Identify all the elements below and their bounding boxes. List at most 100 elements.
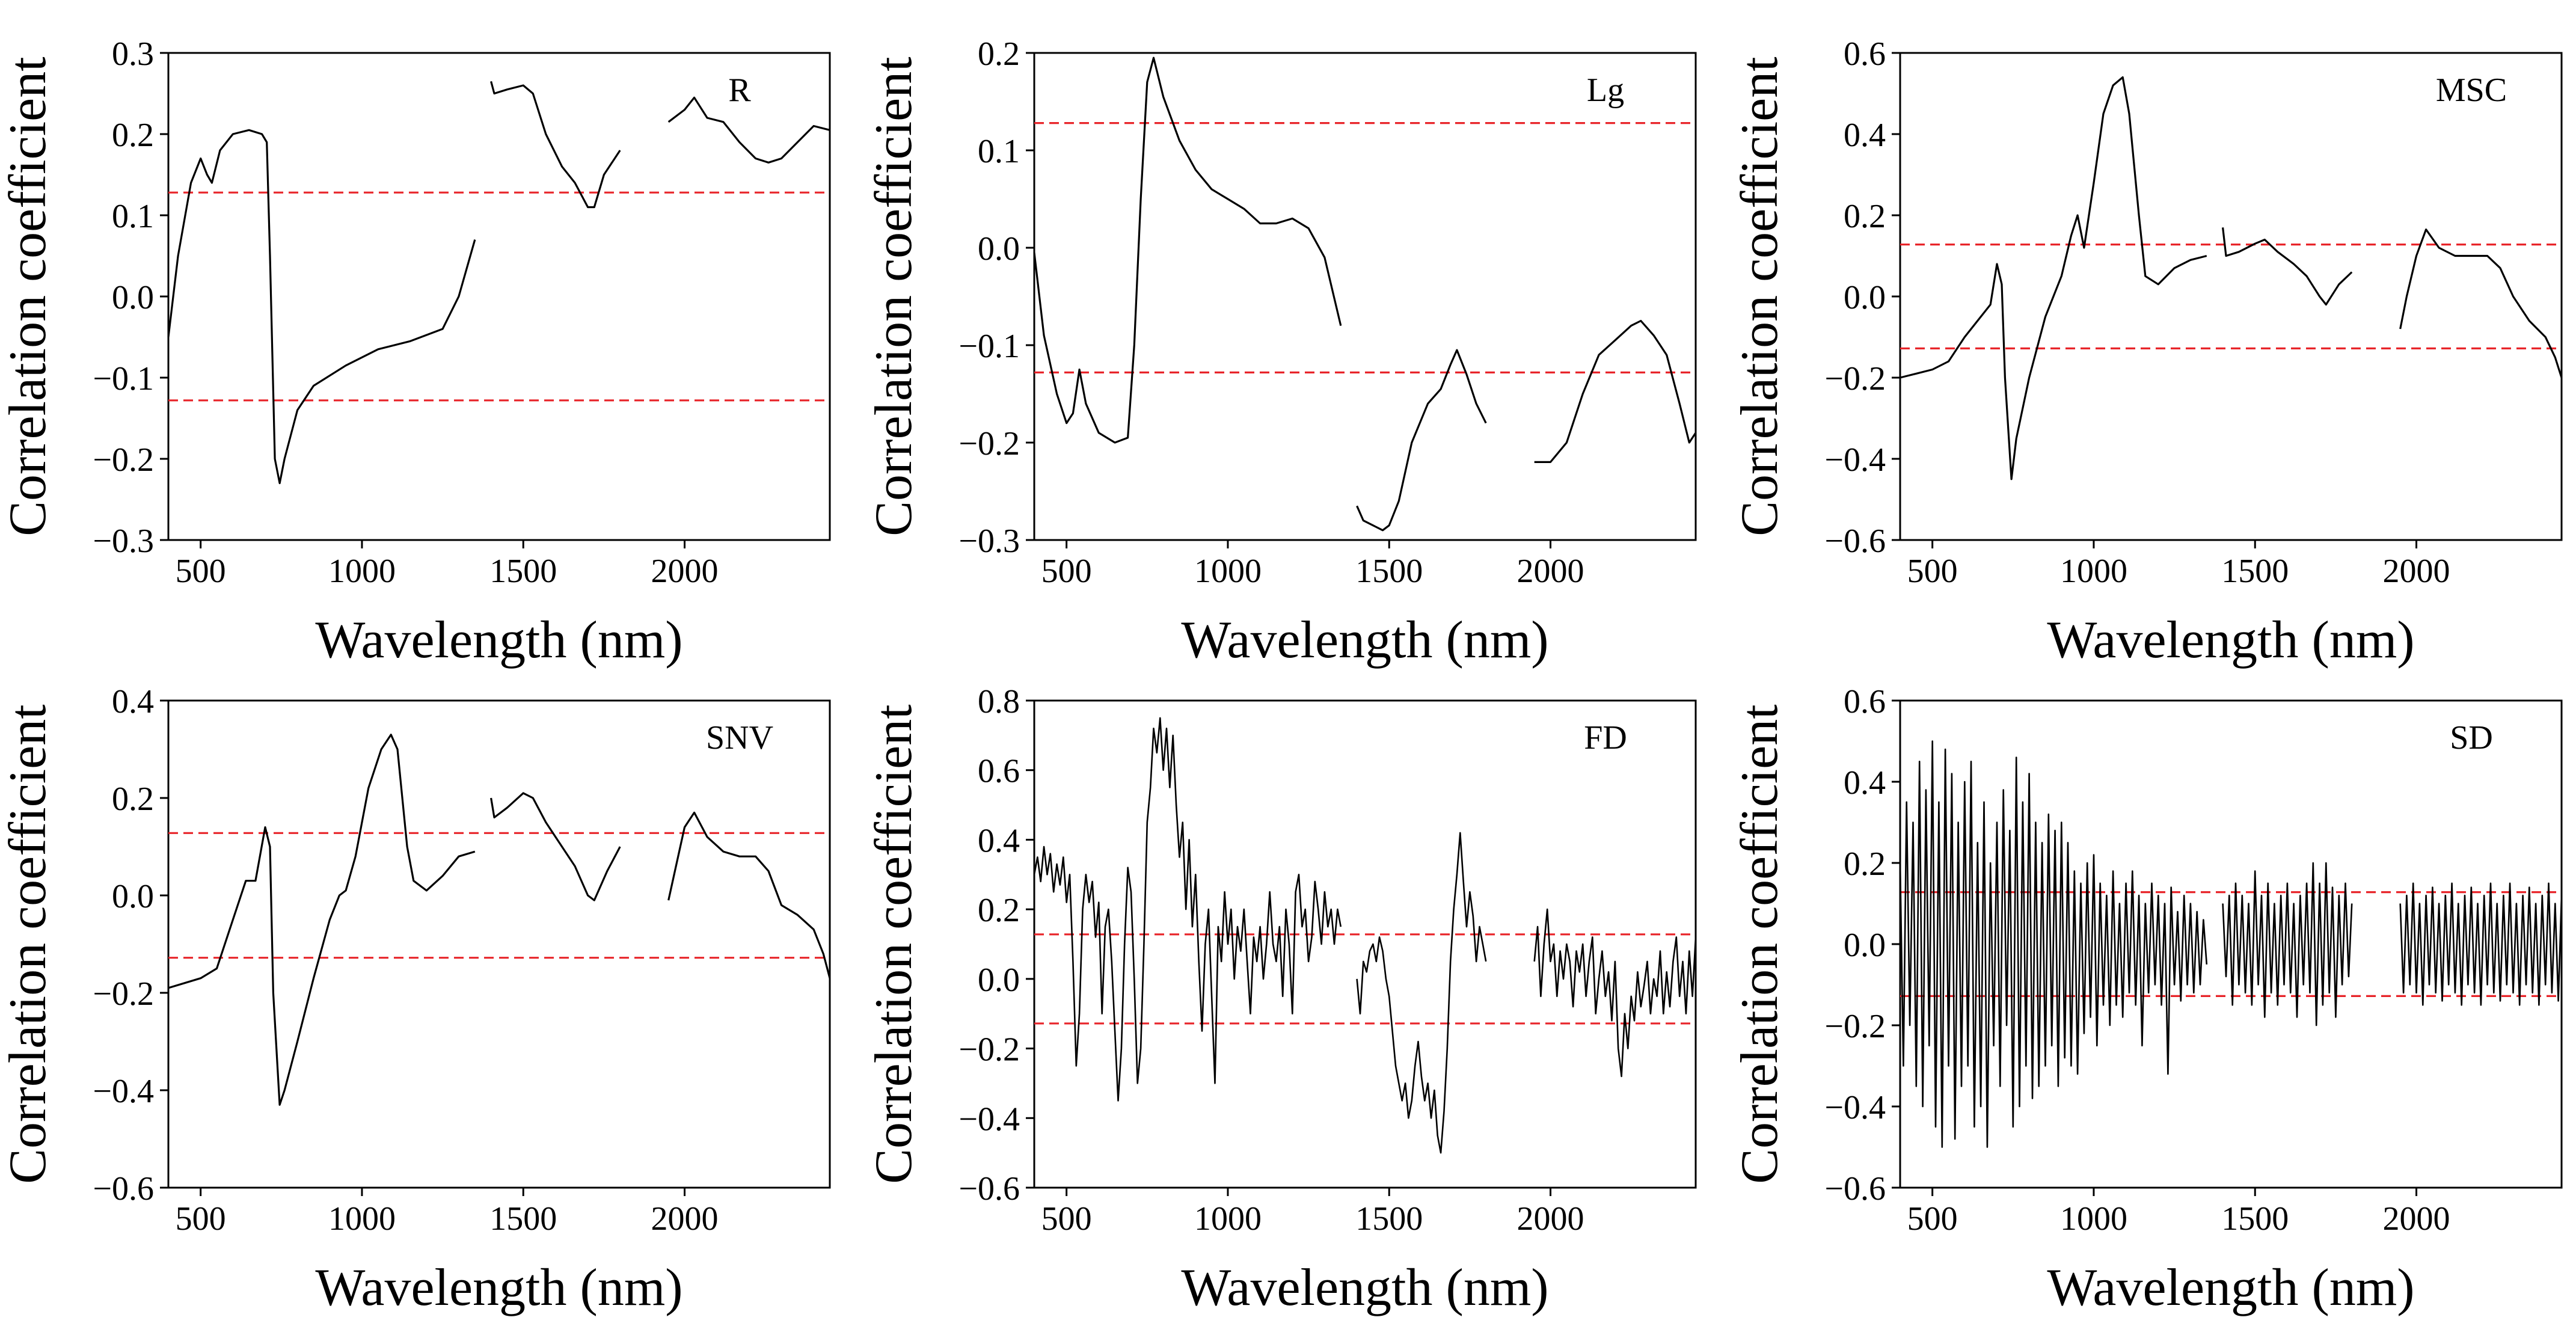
x-axis-label: Wavelength (nm) <box>1181 611 1548 669</box>
series-segment-1 <box>1033 57 1342 444</box>
panel-label: SD <box>2450 719 2493 756</box>
y-tick-label: 0.8 <box>978 683 1020 720</box>
panel-label: MSC <box>2436 72 2507 109</box>
x-tick-label: 2000 <box>651 553 719 590</box>
y-axis-label: Correlation coefficient <box>0 704 57 1183</box>
y-tick-label: 0.1 <box>112 198 154 235</box>
y-axis-label: Correlation coefficient <box>865 704 923 1183</box>
x-axis-label: Wavelength (nm) <box>315 611 682 669</box>
y-tick-label: 0.3 <box>112 35 154 73</box>
y-tick-label: 0.2 <box>978 892 1020 929</box>
y-tick-label: −0.6 <box>958 1170 1020 1208</box>
panel-FD: −0.6 −0.4 −0.2 0.0 0.2 0.4 0.6 0.8 500 1000 1500 20… <box>865 683 1697 1317</box>
y-tick-label: −0.2 <box>93 975 154 1013</box>
plot-frame <box>167 699 831 1189</box>
y-tick-label: 0.6 <box>978 753 1020 790</box>
x-tick-label: 1500 <box>489 553 557 590</box>
x-axis-label: Wavelength (nm) <box>1181 1259 1548 1317</box>
y-tick-label: −0.2 <box>1824 360 1886 397</box>
x-tick-label: 1500 <box>2221 553 2289 590</box>
series-segment-3 <box>1533 908 1697 1078</box>
y-axis-label: Correlation coefficient <box>0 57 57 536</box>
y-tick-label: −0.3 <box>93 523 154 560</box>
y-tick-label: 0.2 <box>1844 198 1886 235</box>
y-tick-label: 0.2 <box>1844 845 1886 883</box>
plot-frame <box>167 52 831 541</box>
series-segment-1 <box>167 129 476 485</box>
x-axis-label: Wavelength (nm) <box>2047 611 2414 669</box>
x-tick-label: 500 <box>176 553 226 590</box>
series-segment-1 <box>1899 740 2208 1148</box>
y-tick-label: 0.0 <box>112 279 154 316</box>
series-segment-3 <box>667 811 831 979</box>
series-segment-1 <box>1033 717 1342 1102</box>
x-tick-label: 1500 <box>489 1200 557 1238</box>
y-tick-label: 0.0 <box>978 230 1020 268</box>
series-segment-2 <box>2222 227 2353 306</box>
x-tick-label: 2000 <box>2383 1200 2450 1238</box>
x-axis-label: Wavelength (nm) <box>315 1259 682 1317</box>
y-tick-label: −0.3 <box>958 523 1020 560</box>
x-tick-label: 500 <box>1041 1200 1092 1238</box>
x-axis-label: Wavelength (nm) <box>2047 1259 2414 1317</box>
x-tick-label: 1000 <box>328 1200 396 1238</box>
series-segment-1 <box>168 734 476 1106</box>
x-tick-label: 1500 <box>1355 1200 1423 1238</box>
x-tick-label: 500 <box>1907 553 1958 590</box>
y-tick-label: −0.2 <box>1824 1008 1886 1045</box>
panel-Lg: −0.3 −0.2 −0.1 0.0 0.1 0.2 500 1000 1500 2000 Wave… <box>865 35 1697 669</box>
y-tick-label: 0.1 <box>978 133 1020 170</box>
y-tick-label: −0.2 <box>93 441 154 479</box>
x-tick-label: 1000 <box>2060 1200 2127 1238</box>
y-tick-label: 0.2 <box>112 117 154 154</box>
x-tick-label: 2000 <box>651 1200 719 1238</box>
y-tick-label: 0.4 <box>978 822 1020 859</box>
panel-SD: −0.6 −0.4 −0.2 0.0 0.2 0.4 0.6 500 1000 1500 2000 W… <box>1731 683 2563 1317</box>
series-segment-1 <box>1900 76 2207 480</box>
y-tick-label: 0.2 <box>978 35 1020 73</box>
y-tick-label: −0.2 <box>958 425 1020 462</box>
y-tick-label: 0.0 <box>978 962 1020 999</box>
y-tick-label: −0.4 <box>1824 441 1886 479</box>
y-axis-label: Correlation coefficient <box>865 57 923 536</box>
y-axis-label: Correlation coefficient <box>1731 704 1789 1183</box>
series-segment-2 <box>1356 349 1487 532</box>
panel-label: SNV <box>706 719 773 756</box>
y-axis-label: Correlation coefficient <box>1731 57 1789 536</box>
series-segment-3 <box>2399 229 2563 378</box>
series-segment-2 <box>2222 862 2353 1026</box>
x-tick-label: 2000 <box>1517 1200 1584 1238</box>
panel-label: Lg <box>1587 72 1624 109</box>
series-segment-2 <box>490 792 621 901</box>
y-tick-label: −0.2 <box>958 1031 1020 1069</box>
y-tick-label: 0.4 <box>1844 117 1886 154</box>
panel-SNV: −0.6 −0.4 −0.2 0.0 0.2 0.4 500 1000 1500 2000 Wave… <box>0 683 831 1317</box>
series-segment-2 <box>490 81 621 209</box>
y-tick-label: −0.1 <box>958 328 1020 365</box>
y-tick-label: −0.1 <box>93 360 154 397</box>
y-tick-label: −0.6 <box>1824 523 1886 560</box>
x-tick-label: 1500 <box>2221 1200 2289 1238</box>
y-tick-label: 0.0 <box>1844 927 1886 964</box>
series-segment-3 <box>1534 319 1697 463</box>
series-segment-3 <box>667 96 830 164</box>
series-segment-3 <box>2399 882 2563 1006</box>
y-tick-label: 0.6 <box>1844 35 1886 73</box>
x-tick-label: 1000 <box>328 553 396 590</box>
x-tick-label: 500 <box>176 1200 226 1238</box>
y-tick-label: −0.4 <box>1824 1089 1886 1126</box>
y-tick-label: −0.4 <box>93 1073 154 1110</box>
y-tick-label: −0.4 <box>958 1100 1020 1138</box>
y-tick-label: 0.4 <box>1844 764 1886 802</box>
y-tick-label: −0.6 <box>93 1170 154 1208</box>
plot-frame <box>1033 52 1697 541</box>
x-tick-label: 1000 <box>2060 553 2127 590</box>
x-tick-label: 1500 <box>1355 553 1423 590</box>
panel-MSC: −0.6 −0.4 −0.2 0.0 0.2 0.4 0.6 500 1000 1500 2000 W… <box>1731 35 2563 669</box>
x-tick-label: 2000 <box>2383 553 2450 590</box>
y-tick-label: 0.6 <box>1844 683 1886 720</box>
panel-label: R <box>728 72 751 109</box>
x-tick-label: 500 <box>1907 1200 1958 1238</box>
y-tick-label: 0.4 <box>112 683 154 720</box>
